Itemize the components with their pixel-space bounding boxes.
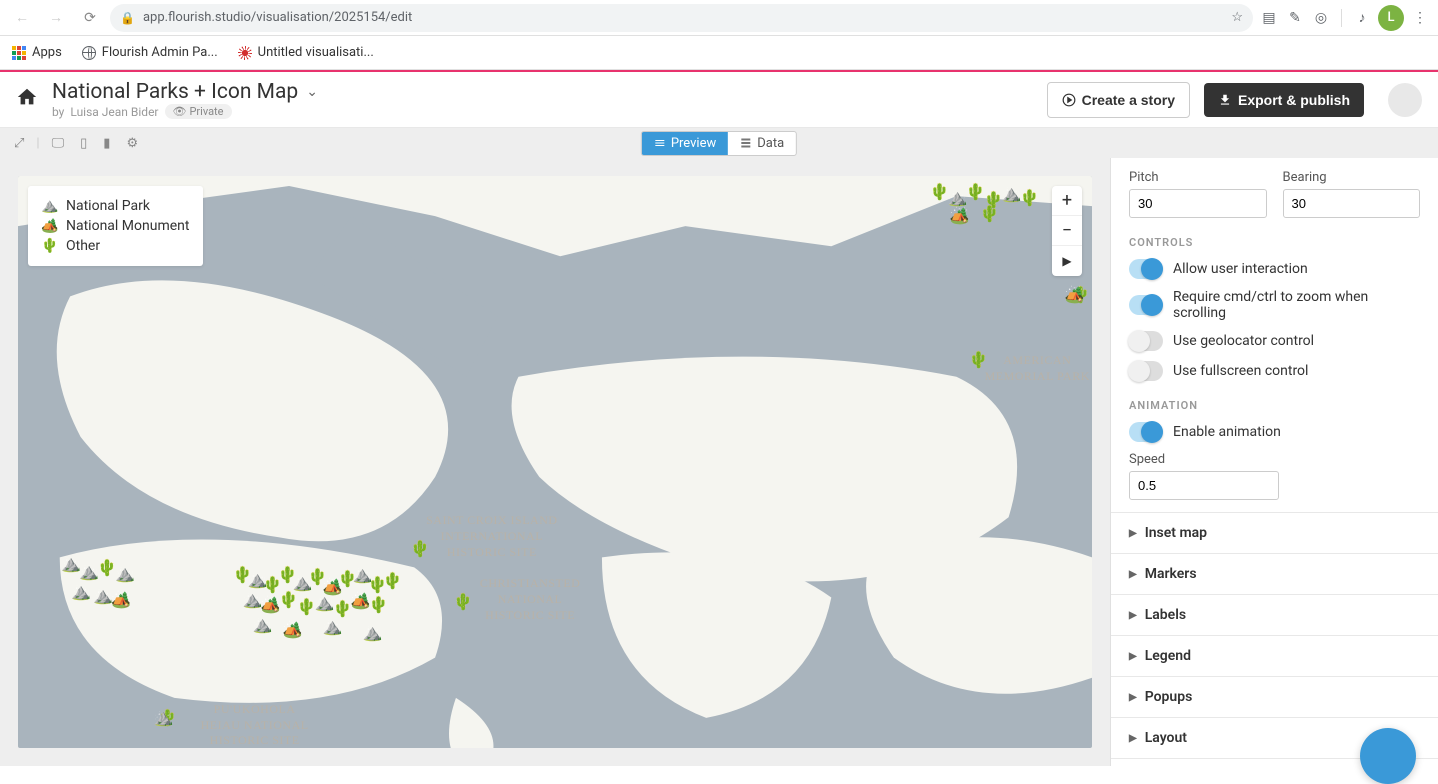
map-label-christiansted: CHRISTIANSTEDNATIONALHISTORIC SITE (480, 576, 581, 623)
sun-icon (238, 46, 252, 60)
eyedropper-icon[interactable]: ✎ (1285, 8, 1305, 28)
title-dropdown-icon[interactable]: ⌄ (306, 84, 318, 100)
accordion-markers[interactable]: ▶Markers (1111, 554, 1438, 595)
bookmark-flourish-admin[interactable]: Flourish Admin Pa... (82, 45, 218, 60)
author-name[interactable]: Luisa Jean Bider (70, 105, 158, 119)
pitch-label: Pitch (1129, 170, 1267, 185)
tab-data[interactable]: Data (728, 132, 796, 155)
home-icon[interactable] (16, 86, 38, 113)
globe-icon (82, 46, 96, 60)
bearing-label: Bearing (1283, 170, 1421, 185)
speed-input[interactable] (1129, 471, 1279, 500)
settings-sidebar: Pitch Bearing CONTROLS Allow user intera… (1110, 158, 1438, 766)
settings-accordion: ▶Inset map ▶Markers ▶Labels ▶Legend ▶Pop… (1111, 512, 1438, 759)
menu-icon[interactable]: ⋮ (1410, 8, 1430, 28)
app-header: National Parks + Icon Map ⌄ by Luisa Jea… (0, 72, 1438, 128)
bookmarks-bar: Apps Flourish Admin Pa... Untitled visua… (0, 36, 1438, 70)
map-viewport[interactable]: 🌵⛰️🌵🌵⛰️🌵🏕️🌵⛰️🌵🌵 ⛰️🏕️🌵🌵⛰️🌵🏕️🌵 ⛰️🏕️⛰️⛰️ ⛰️… (18, 176, 1092, 748)
bookmark-star-icon[interactable]: ☆ (1231, 10, 1243, 25)
canvas-toolbar: ⤢ | 🖵 ▯ ▮ ⚙ Preview Data (0, 128, 1438, 158)
fullscreen-icon[interactable]: ⤢ (10, 134, 28, 153)
toggle-switch[interactable] (1129, 361, 1163, 381)
marker-christiansted: 🌵 (453, 592, 473, 611)
toggle-allow-interaction: Allow user interaction (1129, 259, 1420, 279)
preview-canvas: 🌵⛰️🌵🌵⛰️🌵🏕️🌵⛰️🌵🌵 ⛰️🏕️🌵🌵⛰️🌵🏕️🌵 ⛰️🏕️⛰️⛰️ ⛰️… (0, 158, 1110, 766)
caret-icon: ▶ (1129, 733, 1137, 744)
apps-icon (12, 46, 26, 60)
visualisation-title[interactable]: National Parks + Icon Map (52, 80, 298, 104)
forward-button[interactable]: → (42, 4, 70, 32)
map-zoom-controls: + − ▶ (1052, 186, 1082, 276)
zoom-out-button[interactable]: − (1052, 216, 1082, 246)
map-legend: ⛰️National Park 🏕️National Monument 🌵Oth… (28, 186, 203, 266)
privacy-badge[interactable]: 👁 Private (165, 104, 232, 119)
monument-icon: 🏕️ (42, 218, 58, 234)
tablet-icon[interactable]: ▯ (76, 134, 91, 153)
separator (1341, 9, 1342, 27)
mobile-icon[interactable]: ▮ (99, 134, 114, 153)
animation-heading: ANIMATION (1129, 399, 1420, 412)
view-mode-tabs: Preview Data (641, 131, 797, 156)
title-block: National Parks + Icon Map ⌄ by Luisa Jea… (52, 80, 318, 119)
map-label-puukohola: PU'UKOHOLAHEIAU NATIONALHISTORIC SITE (201, 702, 309, 748)
marker-cluster-topright: 🌵⛰️🌵🌵⛰️🌵 🏕️🌵 (930, 182, 1060, 232)
back-button[interactable]: ← (8, 4, 36, 32)
profile-avatar[interactable]: L (1378, 5, 1404, 31)
mountain-icon: ⛰️ (42, 198, 58, 214)
extension-icon[interactable]: ◎ (1311, 8, 1331, 28)
playlist-icon[interactable]: ♪ (1352, 8, 1372, 28)
caret-icon: ▶ (1129, 528, 1137, 539)
toggle-fullscreen: Use fullscreen control (1129, 361, 1420, 381)
toggle-switch[interactable] (1129, 422, 1163, 442)
zoom-in-button[interactable]: + (1052, 186, 1082, 216)
map-label-american-memorial: AMERICANMEMORIAL PARK (985, 353, 1090, 384)
legend-item-other: 🌵Other (42, 236, 189, 256)
marker-cluster-alaska: ⛰️⛰️🌵⛰️ ⛰️⛰️🏕️ (61, 554, 171, 624)
desktop-icon[interactable]: 🖵 (48, 134, 69, 153)
reset-bearing-button[interactable]: ▶ (1052, 246, 1082, 276)
eye-icon: 👁 (173, 105, 187, 118)
toggle-geolocator: Use geolocator control (1129, 331, 1420, 351)
create-story-button[interactable]: Create a story (1047, 82, 1190, 118)
byline: by Luisa Jean Bider 👁 Private (52, 104, 318, 119)
map-label-saint-croix: SAINT CROIX ISLANDINTERNATIONALHISTORIC … (426, 513, 557, 560)
reload-button[interactable]: ⟳ (76, 4, 104, 32)
user-avatar[interactable] (1388, 83, 1422, 117)
bearing-input[interactable] (1283, 189, 1421, 218)
content-area: 🌵⛰️🌵🌵⛰️🌵🏕️🌵⛰️🌵🌵 ⛰️🏕️🌵🌵⛰️🌵🏕️🌵 ⛰️🏕️⛰️⛰️ ⛰️… (0, 158, 1438, 766)
reader-icon[interactable]: ▤ (1259, 8, 1279, 28)
toggle-require-cmd-zoom: Require cmd/ctrl to zoom when scrolling (1129, 289, 1420, 321)
lock-icon: 🔒 (120, 11, 135, 25)
browser-chrome: ← → ⟳ 🔒 app.flourish.studio/visualisatio… (0, 0, 1438, 36)
toggle-switch[interactable] (1129, 295, 1163, 315)
export-publish-button[interactable]: Export & publish (1204, 83, 1364, 117)
accordion-popups[interactable]: ▶Popups (1111, 677, 1438, 718)
marker-cluster-us: 🌵⛰️🌵🌵⛰️🌵🏕️🌵⛰️🌵🌵 ⛰️🏕️🌵🌵⛰️🌵🏕️🌵 ⛰️🏕️⛰️⛰️ (233, 565, 413, 645)
url-bar[interactable]: 🔒 app.flourish.studio/visualisation/2025… (110, 4, 1253, 32)
legend-item-national-park: ⛰️National Park (42, 196, 189, 216)
speed-label: Speed (1129, 452, 1279, 467)
controls-heading: CONTROLS (1129, 236, 1420, 249)
toggle-switch[interactable] (1129, 331, 1163, 351)
pitch-input[interactable] (1129, 189, 1267, 218)
caret-icon: ▶ (1129, 610, 1137, 621)
apps-shortcut[interactable]: Apps (12, 45, 62, 60)
accordion-inset-map[interactable]: ▶Inset map (1111, 513, 1438, 554)
settings-icon[interactable]: ⚙ (122, 134, 142, 153)
accordion-legend[interactable]: ▶Legend (1111, 636, 1438, 677)
tab-preview[interactable]: Preview (642, 132, 728, 155)
accordion-labels[interactable]: ▶Labels (1111, 595, 1438, 636)
toggle-switch[interactable] (1129, 259, 1163, 279)
caret-icon: ▶ (1129, 569, 1137, 580)
bookmark-untitled-vis[interactable]: Untitled visualisati... (238, 45, 374, 60)
caret-icon: ▶ (1129, 651, 1137, 662)
url-text: app.flourish.studio/visualisation/202515… (143, 10, 1223, 25)
caret-icon: ▶ (1129, 692, 1137, 703)
legend-item-national-monument: 🏕️National Monument (42, 216, 189, 236)
cactus-icon: 🌵 (42, 238, 58, 254)
toggle-enable-animation: Enable animation (1129, 422, 1420, 442)
